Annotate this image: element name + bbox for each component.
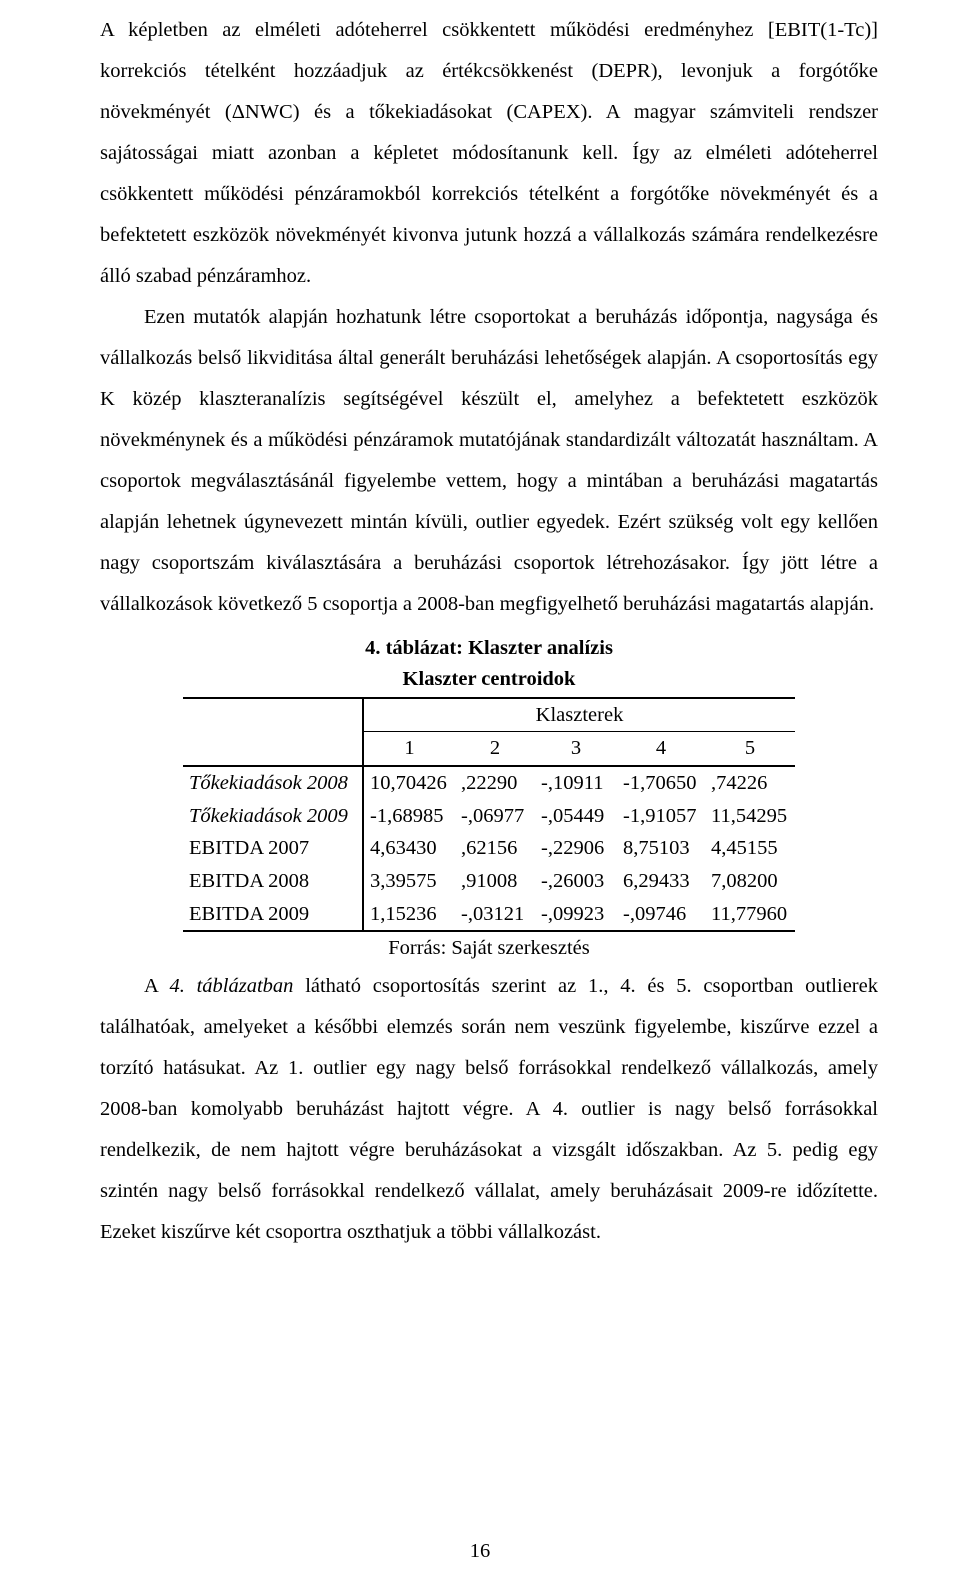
table-row-label: Tőkekiadások 2009	[183, 800, 363, 833]
table-cell: -,09923	[535, 898, 617, 932]
table-cell: 10,70426	[363, 766, 455, 800]
table-source: Forrás: Saját szerkesztés	[100, 934, 878, 964]
table-blank-header	[183, 698, 363, 732]
table-cell: 8,75103	[617, 832, 705, 865]
p3-rest: látható csoportosítás szerint az 1., 4. …	[100, 975, 878, 1243]
table-cell: -1,68985	[363, 800, 455, 833]
table-col-num-2: 2	[455, 732, 535, 766]
table-row-label: EBITDA 2008	[183, 865, 363, 898]
table-cell: 4,45155	[705, 832, 795, 865]
table-group-header: Klaszterek	[363, 698, 795, 732]
paragraph-1: A képletben az elméleti adóteherrel csök…	[100, 10, 878, 297]
table-row-label: EBITDA 2009	[183, 898, 363, 932]
table-caption-line-2: Klaszter centroidok	[100, 664, 878, 695]
table-blank-header-2	[183, 732, 363, 766]
table-caption-block: 4. táblázat: Klaszter analízis Klaszter …	[100, 633, 878, 695]
p3-lead-in: A	[144, 975, 169, 997]
paragraph-3: A 4. táblázatban látható csoportosítás s…	[100, 966, 878, 1253]
table-cell: -,06977	[455, 800, 535, 833]
table-col-num-5: 5	[705, 732, 795, 766]
table-caption-line-1: 4. táblázat: Klaszter analízis	[100, 633, 878, 664]
p3-table-ref: 4. táblázatban	[169, 975, 293, 997]
paragraph-2: Ezen mutatók alapján hozhatunk létre cso…	[100, 297, 878, 625]
table-cell: ,22290	[455, 766, 535, 800]
table-row: Tőkekiadások 200810,70426,22290-,10911-1…	[183, 766, 795, 800]
table-cell: ,91008	[455, 865, 535, 898]
table-cell: ,74226	[705, 766, 795, 800]
table-cell: 1,15236	[363, 898, 455, 932]
table-row: EBITDA 20091,15236-,03121-,09923-,097461…	[183, 898, 795, 932]
table-cell: 4,63430	[363, 832, 455, 865]
table-cell: ,62156	[455, 832, 535, 865]
table-col-num-4: 4	[617, 732, 705, 766]
table-cell: -,26003	[535, 865, 617, 898]
table-row-label: Tőkekiadások 2008	[183, 766, 363, 800]
table-col-num-1: 1	[363, 732, 455, 766]
table-cell: -1,91057	[617, 800, 705, 833]
table-cell: -1,70650	[617, 766, 705, 800]
cluster-table-wrapper: Klaszterek 1 2 3 4 5 Tőkekiadások 200810…	[183, 697, 795, 933]
table-cell: -,09746	[617, 898, 705, 932]
table-col-num-3: 3	[535, 732, 617, 766]
cluster-table: Klaszterek 1 2 3 4 5 Tőkekiadások 200810…	[183, 697, 795, 933]
table-header-row-numbers: 1 2 3 4 5	[183, 732, 795, 766]
document-page: A képletben az elméleti adóteherrel csök…	[0, 0, 960, 1585]
table-cell: -,05449	[535, 800, 617, 833]
table-body: Tőkekiadások 200810,70426,22290-,10911-1…	[183, 766, 795, 931]
table-cell: 6,29433	[617, 865, 705, 898]
table-header-row-group: Klaszterek	[183, 698, 795, 732]
table-row: Tőkekiadások 2009-1,68985-,06977-,05449-…	[183, 800, 795, 833]
table-row: EBITDA 20083,39575,91008-,260036,294337,…	[183, 865, 795, 898]
page-number: 16	[0, 1540, 960, 1563]
table-cell: 11,77960	[705, 898, 795, 932]
table-row: EBITDA 20074,63430,62156-,229068,751034,…	[183, 832, 795, 865]
table-cell: -,22906	[535, 832, 617, 865]
table-cell: 3,39575	[363, 865, 455, 898]
table-cell: 7,08200	[705, 865, 795, 898]
table-cell: -,03121	[455, 898, 535, 932]
table-cell: -,10911	[535, 766, 617, 800]
table-row-label: EBITDA 2007	[183, 832, 363, 865]
table-cell: 11,54295	[705, 800, 795, 833]
